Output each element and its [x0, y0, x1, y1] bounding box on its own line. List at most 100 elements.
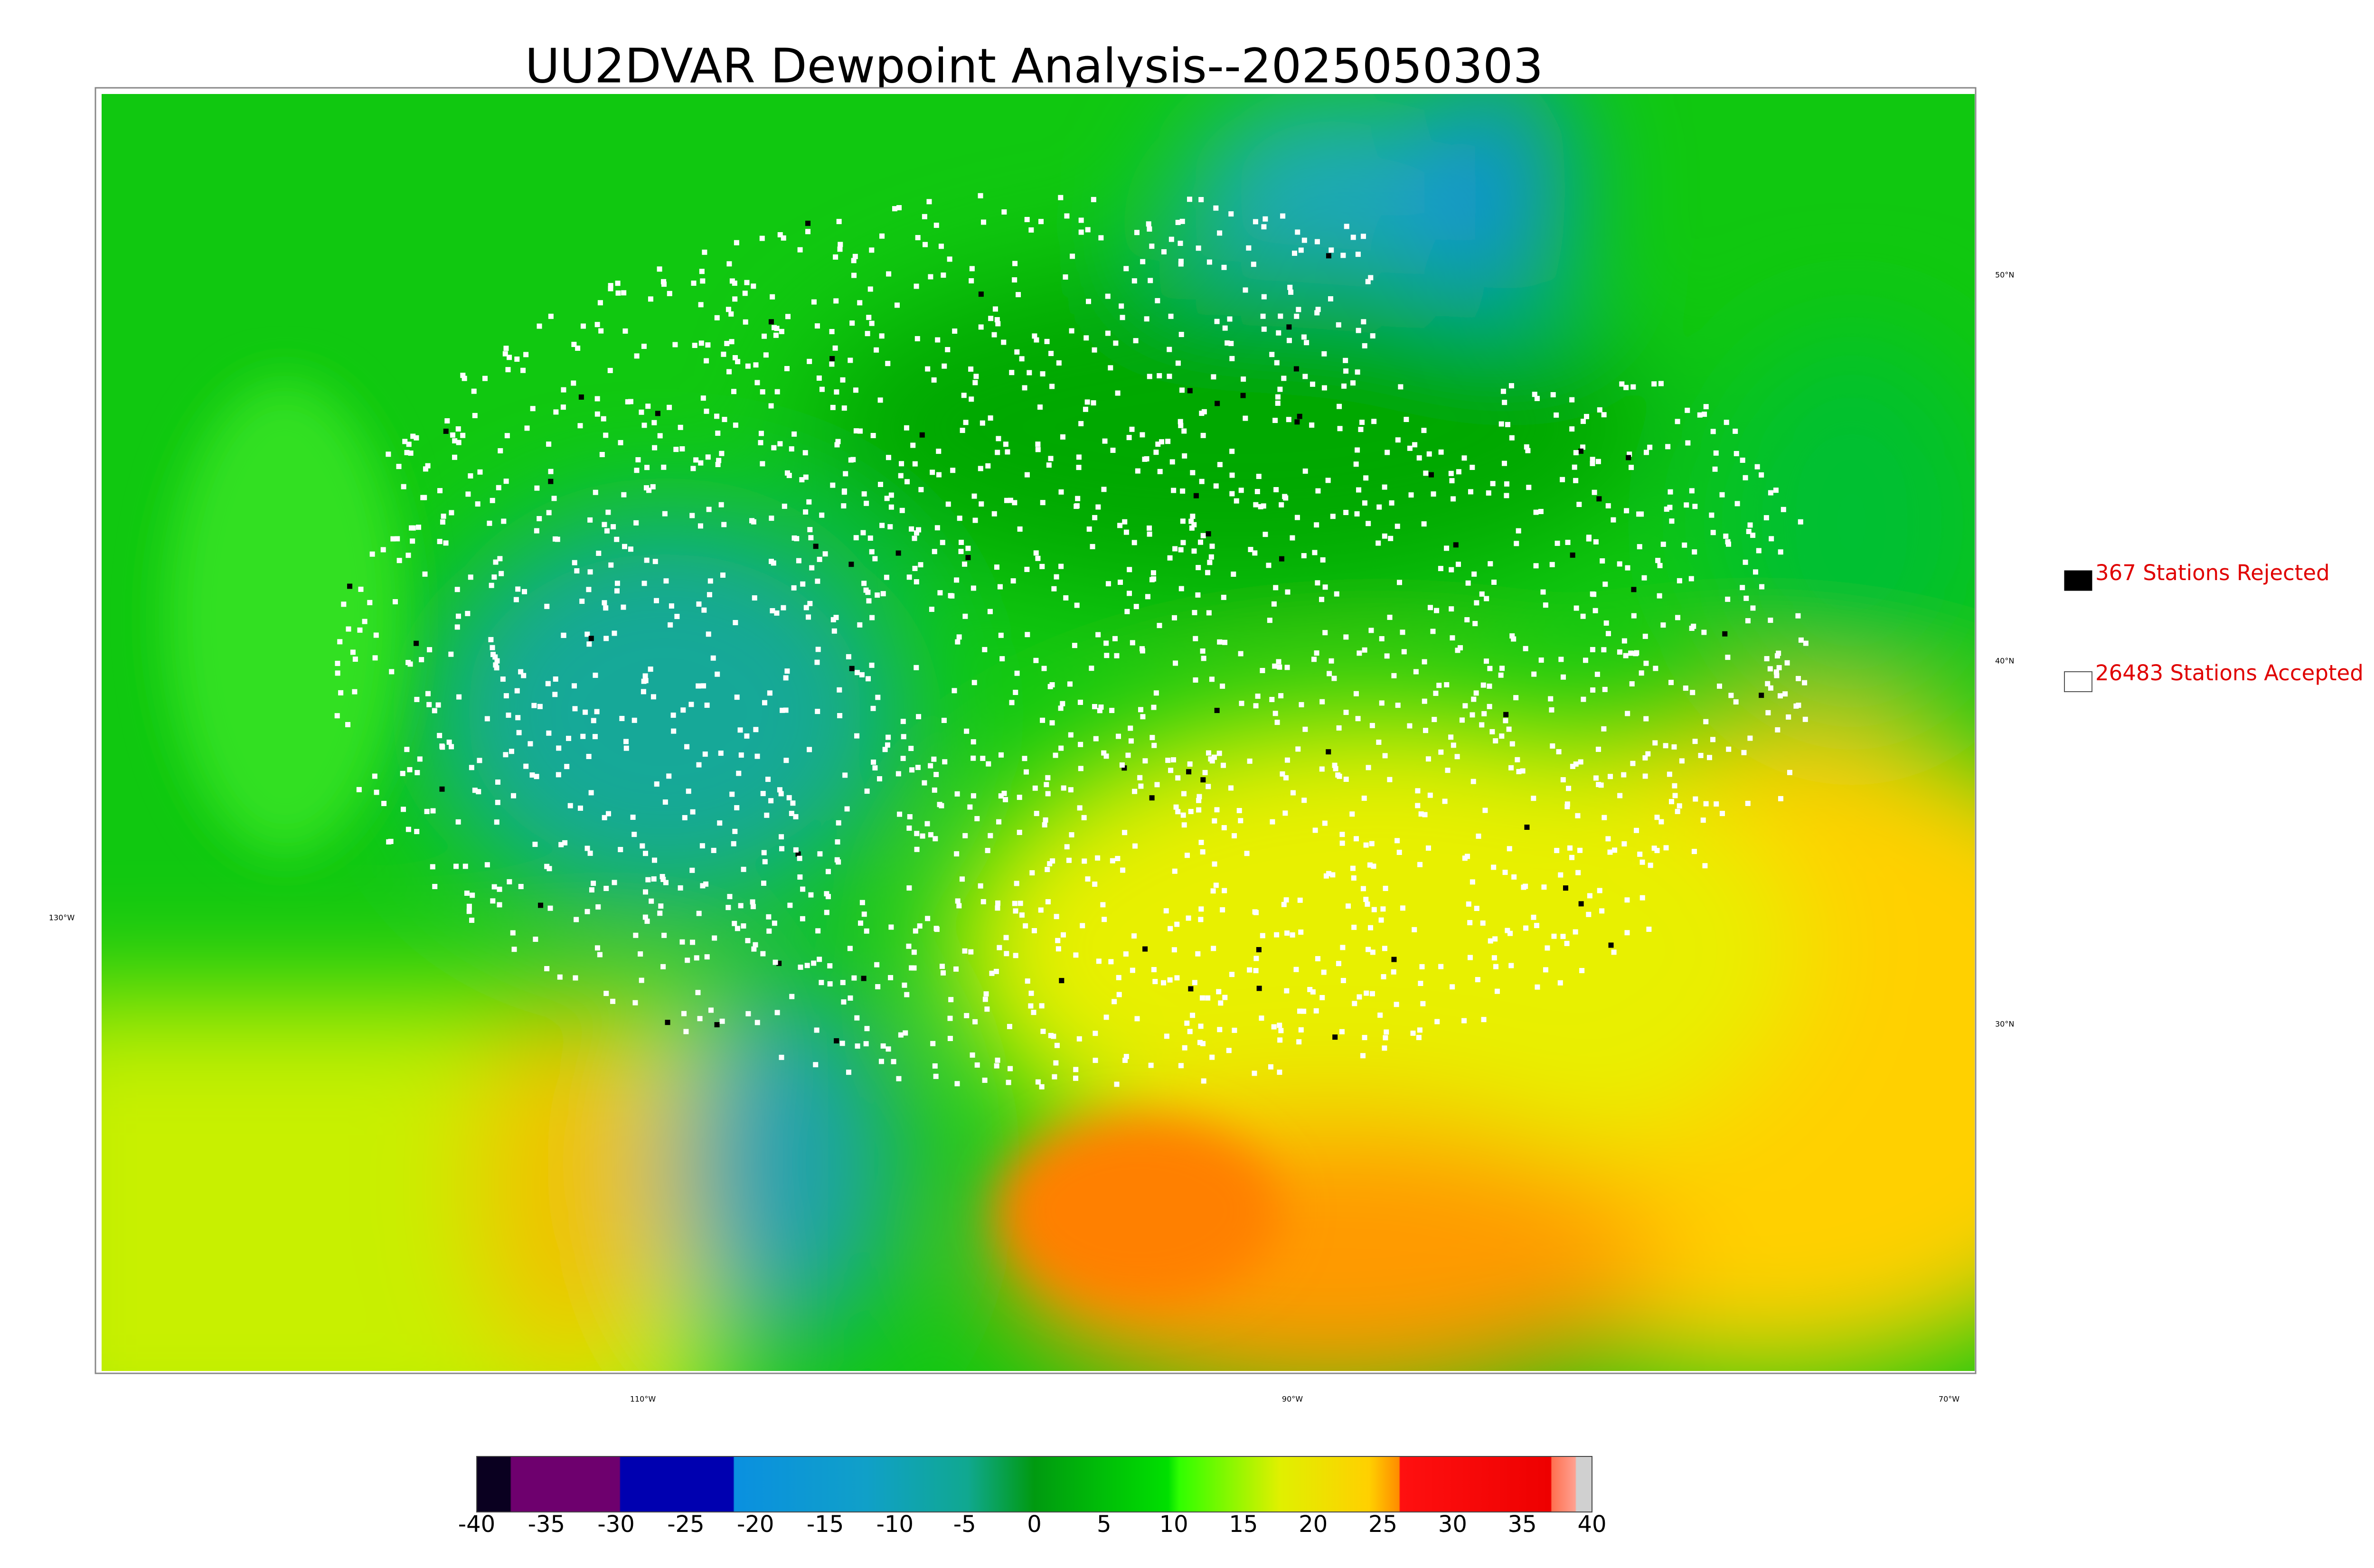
station-dot: [395, 536, 400, 542]
station-dot: [813, 1062, 819, 1068]
station-dot: [1400, 629, 1405, 635]
station-dot: [983, 991, 989, 997]
station-dot: [840, 377, 846, 383]
station-dot: [631, 832, 637, 837]
station-dot: [718, 502, 724, 507]
station-dot: [1511, 636, 1517, 642]
station-dot: [1178, 586, 1184, 592]
station-dot: [884, 574, 889, 580]
station-dot: [767, 690, 772, 696]
station-dot: [931, 377, 937, 383]
station-dot: [1069, 832, 1074, 838]
station-dot: [991, 511, 997, 516]
station-dot: [970, 739, 976, 745]
station-dot: [1541, 884, 1547, 890]
station-dot: [1140, 648, 1145, 654]
station-dot: [1587, 893, 1592, 899]
station-dot: [1608, 942, 1614, 948]
station-dot: [1647, 444, 1653, 450]
station-dot: [1346, 903, 1351, 909]
station-dot: [933, 223, 939, 228]
station-dot: [783, 707, 789, 713]
station-dot: [957, 516, 962, 521]
station-dot: [1123, 529, 1129, 535]
station-dot: [701, 683, 707, 689]
station-dot: [1601, 647, 1607, 653]
station-dot: [1144, 456, 1149, 462]
station-dot: [1038, 219, 1044, 225]
station-dot: [719, 451, 725, 456]
station-dot: [1132, 789, 1138, 794]
station-dot: [1051, 1033, 1056, 1039]
station-dot: [1236, 808, 1242, 814]
station-dot: [1733, 451, 1739, 456]
station-dot: [830, 404, 836, 410]
station-dot: [1422, 812, 1428, 817]
station-dot: [911, 949, 917, 955]
station-dot: [726, 261, 732, 267]
station-dot: [734, 805, 740, 810]
station-dot: [1229, 449, 1235, 454]
station-dot: [1040, 1029, 1046, 1034]
station-dot: [1803, 640, 1809, 646]
station-dot: [1137, 775, 1143, 780]
station-dot: [697, 523, 703, 529]
station-dot: [700, 278, 706, 284]
station-dot: [1247, 758, 1253, 764]
station-dot: [1474, 906, 1479, 911]
station-dot: [1206, 531, 1211, 536]
station-dot: [1651, 381, 1657, 387]
station-dot: [1051, 586, 1057, 592]
station-dot: [1202, 770, 1208, 775]
station-dot: [962, 561, 968, 567]
station-dot: [760, 389, 765, 394]
station-dot: [1277, 664, 1282, 670]
station-dot: [1037, 404, 1043, 410]
station-dot: [603, 432, 609, 438]
station-dot: [721, 522, 727, 527]
station-dot: [848, 995, 853, 1001]
station-dot: [1370, 949, 1375, 955]
station-dot: [1120, 315, 1125, 320]
station-dot: [1793, 703, 1799, 709]
station-dot: [1014, 349, 1020, 355]
station-dot: [1491, 864, 1497, 870]
station-dot: [1210, 888, 1216, 894]
station-dot: [1040, 717, 1046, 723]
station-dot: [1161, 249, 1167, 254]
station-dot: [1336, 961, 1341, 967]
station-dot: [587, 569, 593, 575]
station-dot: [648, 296, 653, 302]
station-dot: [1395, 703, 1401, 708]
station-dot: [837, 246, 843, 252]
station-dot: [1012, 261, 1018, 266]
station-dot: [1660, 622, 1666, 628]
station-dot: [468, 574, 473, 580]
station-dot: [1001, 790, 1007, 796]
station-dot: [1556, 749, 1562, 755]
station-dot: [1725, 596, 1731, 602]
station-dot: [913, 928, 918, 934]
station-dot: [1499, 666, 1505, 671]
station-dot: [1382, 533, 1387, 539]
station-dot: [1369, 991, 1375, 996]
station-dot: [649, 898, 654, 904]
station-dot: [1611, 949, 1617, 955]
station-dot: [877, 776, 883, 782]
station-dot: [1085, 876, 1091, 882]
station-dot: [1040, 371, 1046, 377]
station-dot: [546, 510, 552, 516]
station-dot: [888, 975, 894, 980]
station-dot: [426, 702, 432, 707]
station-dot: [925, 366, 931, 372]
station-dot: [1196, 794, 1202, 799]
station-dot: [963, 420, 969, 425]
station-dot: [1294, 515, 1300, 520]
station-dot: [1740, 585, 1745, 591]
station-dot: [490, 898, 496, 904]
lat-label: 50°N: [1995, 271, 2014, 280]
station-dot: [859, 672, 865, 677]
station-dot: [1492, 936, 1498, 942]
station-dot: [932, 787, 937, 793]
station-dot: [1198, 917, 1204, 922]
